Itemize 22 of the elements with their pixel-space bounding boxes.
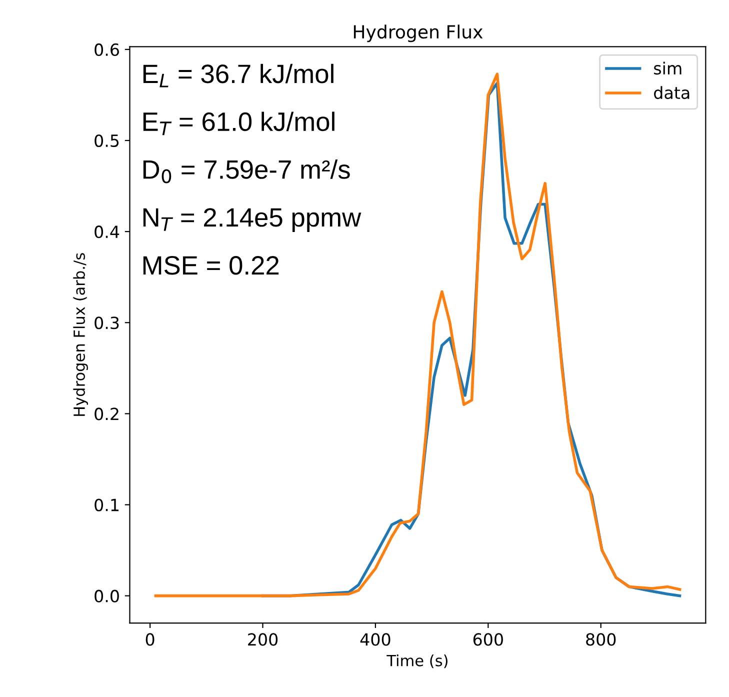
annotation: N$_{T}$ = 2.14e5 ppmw xyxy=(143,208,362,232)
x-axis-title: Time (s) xyxy=(386,654,448,668)
legend-label: data xyxy=(654,86,690,100)
legend-label: sim xyxy=(654,62,682,75)
x-tick-label: 200 xyxy=(248,633,278,646)
x-tick-label: 400 xyxy=(360,633,390,646)
y-tick-label: 0.1 xyxy=(94,498,118,512)
chart-title: Hydrogen Flux xyxy=(354,24,483,42)
x-tick-label: 600 xyxy=(473,633,503,646)
y-tick-label: 0.0 xyxy=(94,590,119,602)
annotation: D$_{0}$ = 7.59e-7 m²/s xyxy=(143,160,350,184)
x-tick-label: 0 xyxy=(146,633,154,646)
y-tick-label: 0.3 xyxy=(94,316,119,330)
annotation: MSE = 0.22 xyxy=(143,256,279,275)
y-axis-title: Hydrogen Flux (arb./s xyxy=(73,253,88,416)
annotation: E$_{T}$ = 61.0 kJ/mol xyxy=(143,112,334,136)
annotation: E$_{L}$ = 36.7 kJ/mol xyxy=(143,64,334,88)
y-tick-label: 0.5 xyxy=(94,134,119,148)
x-tick-label: 800 xyxy=(586,633,616,646)
y-tick-label: 0.4 xyxy=(94,226,120,238)
y-tick-label: 0.2 xyxy=(94,408,118,420)
y-tick-label: 0.6 xyxy=(94,43,119,56)
